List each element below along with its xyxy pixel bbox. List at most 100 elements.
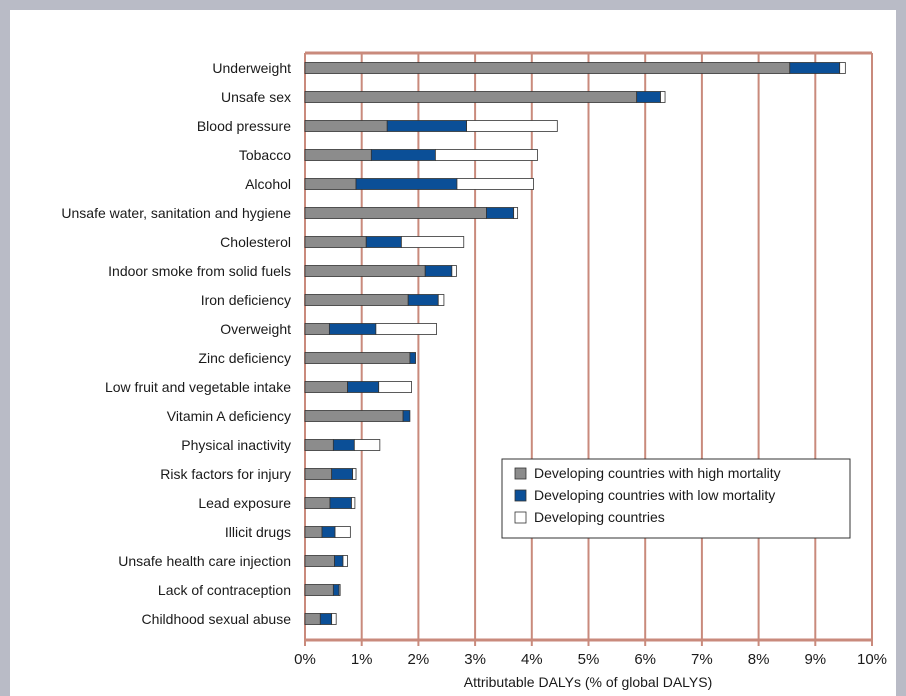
category-label: Lack of contraception xyxy=(158,582,291,598)
x-tick-label: 8% xyxy=(748,651,770,668)
bar-segment-series-2 xyxy=(402,410,411,422)
bar-segment-series-2 xyxy=(319,613,333,625)
legend-entry: Developing countries with high mortality xyxy=(534,465,781,481)
bar-segment-series-2 xyxy=(347,381,380,393)
bar-segment-series-2 xyxy=(365,236,402,248)
bar-segment-series-2 xyxy=(328,323,377,335)
legend-entry: Developing countries xyxy=(534,509,665,525)
bar-segment-series-1 xyxy=(304,468,333,480)
bar-segment-series-1 xyxy=(304,381,348,393)
bar-segment-series-2 xyxy=(407,294,439,306)
x-axis-title: Attributable DALYs (% of global DALYS) xyxy=(464,674,713,690)
bar-segment-series-3 xyxy=(338,584,341,596)
x-tick-label: 4% xyxy=(521,651,543,668)
bar-segment-series-3 xyxy=(466,120,558,132)
bars xyxy=(304,62,846,625)
category-label: Childhood sexual abuse xyxy=(142,611,292,627)
bar-segment-series-3 xyxy=(513,207,519,219)
x-tick-label: 3% xyxy=(464,651,486,668)
bar-segment-series-3 xyxy=(375,323,437,335)
bar-segment-series-2 xyxy=(321,526,336,538)
category-label: Physical inactivity xyxy=(181,437,291,453)
bar-segment-series-1 xyxy=(304,149,372,161)
bar-segment-series-3 xyxy=(378,381,412,393)
x-tick-label: 7% xyxy=(691,651,713,668)
bar-segment-series-2 xyxy=(331,468,354,480)
legend-box xyxy=(501,458,851,539)
category-label: Vitamin A deficiency xyxy=(167,408,291,424)
x-tick-label: 2% xyxy=(408,651,430,668)
x-tick-label: 5% xyxy=(578,651,600,668)
bar-segment-series-1 xyxy=(304,91,638,103)
bar-segment-series-1 xyxy=(304,613,321,625)
bar-segment-series-2 xyxy=(355,178,458,190)
bar-segment-series-2 xyxy=(334,555,344,567)
category-label: Underweight xyxy=(212,60,291,76)
bar-segment-series-3 xyxy=(456,178,534,190)
chart-frame: Underweight Unsafe sex Blood pressure Tobac… xyxy=(10,10,896,696)
bar-segment-series-1 xyxy=(304,526,323,538)
category-labels: Underweight Unsafe sex Blood pressure Tobac… xyxy=(61,60,291,627)
category-label: Unsafe water, sanitation and hygiene xyxy=(61,205,291,221)
bar-segment-series-3 xyxy=(400,236,465,248)
bar-segment-series-1 xyxy=(304,120,388,132)
bar-segment-series-2 xyxy=(789,62,841,74)
bar-segment-series-1 xyxy=(304,410,404,422)
bar-segment-series-2 xyxy=(332,439,355,451)
legend-swatch xyxy=(514,467,527,480)
x-tick-label: 1% xyxy=(351,651,373,668)
bar-segment-series-3 xyxy=(437,294,445,306)
bar-segment-series-2 xyxy=(636,91,661,103)
bar-segment-series-2 xyxy=(370,149,436,161)
legend: Developing countries with high mortality… xyxy=(501,458,851,539)
bar-segment-series-1 xyxy=(304,236,367,248)
bar-segment-series-2 xyxy=(424,265,453,277)
bar-segment-series-1 xyxy=(304,62,791,74)
bar-segment-series-1 xyxy=(304,294,409,306)
bar-segment-series-1 xyxy=(304,497,331,509)
category-label: Zinc deficiency xyxy=(198,350,291,366)
bar-segment-series-2 xyxy=(332,584,340,596)
legend-swatch xyxy=(514,511,527,524)
x-tick-label: 0% xyxy=(294,651,316,668)
x-axis-ticks: 0% 1% 2% 3% 4% 5% 6% 7% 8% 9% 10% xyxy=(294,640,887,668)
x-tick-label: 10% xyxy=(857,651,887,668)
category-label: Unsafe sex xyxy=(221,89,291,105)
x-tick-label: 6% xyxy=(634,651,656,668)
category-label: Alcohol xyxy=(245,176,291,192)
bar-segment-series-2 xyxy=(486,207,515,219)
grid-lines xyxy=(304,51,873,642)
category-label: Risk factors for injury xyxy=(160,466,291,482)
category-label: Indoor smoke from solid fuels xyxy=(108,263,291,279)
legend-swatch xyxy=(514,489,527,502)
bar-segment-series-1 xyxy=(304,439,334,451)
bar-segment-series-2 xyxy=(329,497,352,509)
bar-segment-series-3 xyxy=(352,468,357,480)
bar-segment-series-3 xyxy=(342,555,348,567)
bar-segment-series-2 xyxy=(409,352,416,364)
bar-segment-series-3 xyxy=(351,497,356,509)
bar-segment-series-3 xyxy=(660,91,666,103)
bar-segment-series-1 xyxy=(304,265,426,277)
bar-segment-series-3 xyxy=(334,526,351,538)
bar-segment-series-3 xyxy=(451,265,457,277)
category-label: Blood pressure xyxy=(197,118,291,134)
bar-segment-series-3 xyxy=(353,439,381,451)
category-label: Unsafe health care injection xyxy=(118,553,291,569)
bar-segment-series-1 xyxy=(304,584,334,596)
bar-segment-series-1 xyxy=(304,178,357,190)
bar-segment-series-3 xyxy=(331,613,337,625)
legend-entry: Developing countries with low mortality xyxy=(534,487,775,503)
category-label: Iron deficiency xyxy=(201,292,291,308)
x-tick-label: 9% xyxy=(804,651,826,668)
category-label: Low fruit and vegetable intake xyxy=(105,379,291,395)
chart: Underweight Unsafe sex Blood pressure Tobac… xyxy=(61,51,887,690)
category-label: Tobacco xyxy=(239,147,291,163)
bar-segment-series-3 xyxy=(839,62,846,74)
category-label: Cholesterol xyxy=(220,234,291,250)
bar-segment-series-1 xyxy=(304,323,330,335)
bar-segment-series-1 xyxy=(304,207,487,219)
bar-segment-series-1 xyxy=(304,555,335,567)
category-label: Overweight xyxy=(220,321,291,337)
category-label: Lead exposure xyxy=(198,495,291,511)
